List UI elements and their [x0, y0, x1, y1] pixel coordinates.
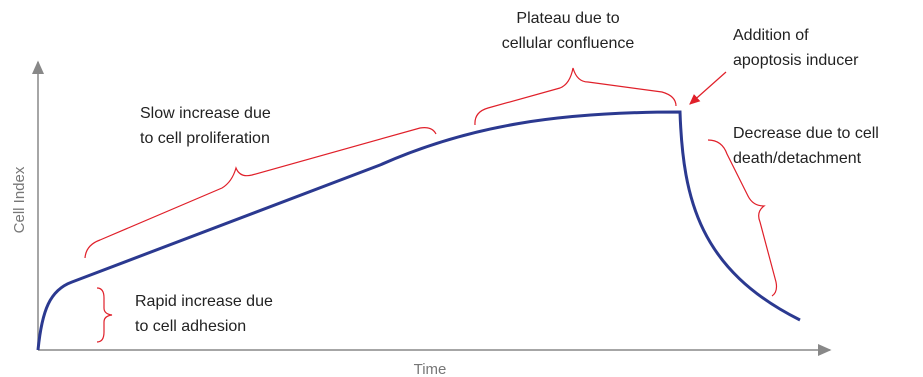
y-axis-label: Cell Index — [11, 166, 28, 233]
annotation: Decrease due to cell death/detachment — [733, 125, 879, 167]
annotation-line: to cell proliferation — [140, 130, 270, 147]
annotation-line: Addition of — [733, 27, 809, 44]
annotation-line: Plateau due to — [516, 10, 619, 27]
annotation-line: Decrease due to cell — [733, 125, 879, 142]
annotation-line: Slow increase due — [140, 105, 271, 122]
annotation: Slow increase due to cell proliferation — [140, 105, 271, 147]
braces — [84, 67, 778, 343]
annotation-line: apoptosis inducer — [733, 52, 859, 69]
annotation-line: to cell adhesion — [135, 318, 246, 335]
annotation: Plateau due to cellular confluence — [502, 10, 635, 52]
x-axis-label: Time — [414, 361, 447, 377]
annotation-line: death/detachment — [733, 150, 862, 167]
annotation-line: Rapid increase due — [135, 293, 273, 310]
annotation-line: cellular confluence — [502, 35, 635, 52]
curve — [36, 110, 801, 351]
annotation: Addition of apoptosis inducer — [733, 27, 859, 69]
annotation: Rapid increase due to cell adhesion — [135, 293, 273, 335]
